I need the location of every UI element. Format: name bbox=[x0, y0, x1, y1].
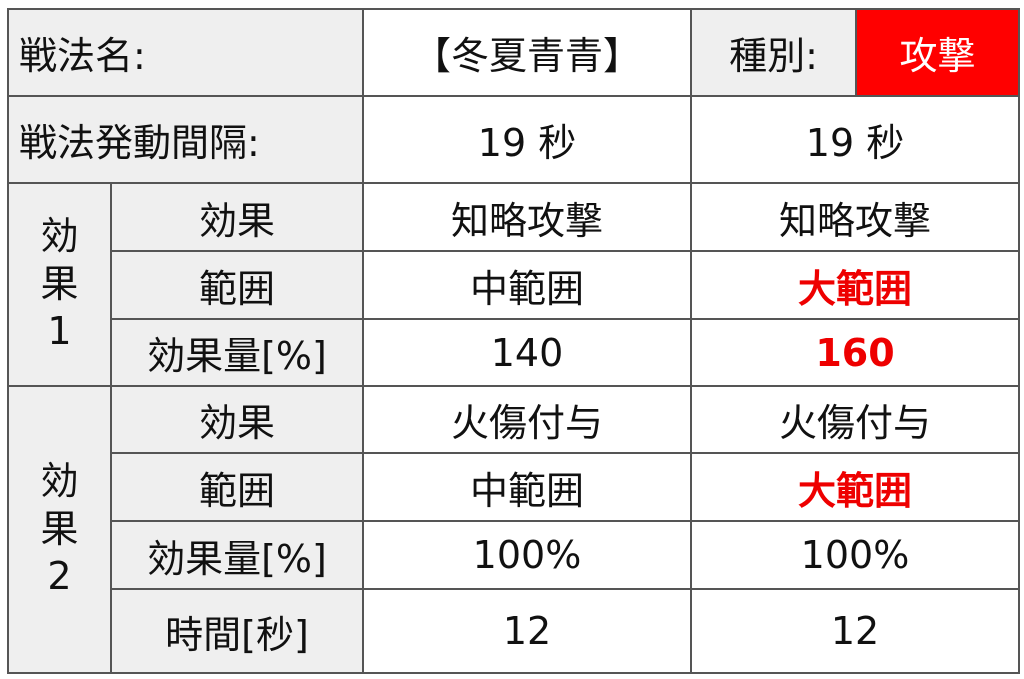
cell-value: 中範囲 bbox=[362, 452, 692, 522]
table-row: 戦法発動間隔: 19 秒 19 秒 bbox=[7, 95, 1020, 184]
row-label: 範囲 bbox=[110, 250, 364, 320]
table-row: 効果量[%] 100% 100% bbox=[8, 520, 1020, 590]
cell-value: 火傷付与 bbox=[690, 385, 1020, 454]
row-label: 効果量[%] bbox=[110, 318, 364, 387]
cell-value: 140 bbox=[362, 318, 692, 387]
group-char: 果 bbox=[40, 506, 79, 551]
cell-value: 12 bbox=[690, 588, 1020, 674]
group-char: 1 bbox=[47, 309, 72, 354]
cell-value: 100% bbox=[362, 520, 692, 590]
skill-name-label: 戦法名: bbox=[7, 8, 364, 97]
cell-value: 100% bbox=[690, 520, 1020, 590]
table-row: 時間[秒] 12 12 bbox=[8, 588, 1020, 674]
interval-label: 戦法発動間隔: bbox=[7, 95, 364, 184]
cell-value: 火傷付与 bbox=[362, 385, 692, 454]
row-label: 時間[秒] bbox=[110, 588, 364, 674]
interval-value: 19 秒 bbox=[362, 95, 692, 184]
table-row: 範囲 中範囲 大範囲 bbox=[8, 250, 1020, 320]
table-row: 効果量[%] 140 160 bbox=[8, 318, 1020, 387]
group-char: 果 bbox=[40, 261, 79, 306]
cell-value-highlight: 大範囲 bbox=[690, 250, 1020, 320]
cell-value-highlight: 大範囲 bbox=[690, 452, 1020, 522]
cell-value: 知略攻撃 bbox=[690, 182, 1020, 252]
row-label: 範囲 bbox=[110, 452, 364, 522]
row-label: 効果 bbox=[110, 385, 364, 454]
cell-value: 中範囲 bbox=[362, 250, 692, 320]
cell-value: 知略攻撃 bbox=[362, 182, 692, 252]
group-char: 2 bbox=[47, 554, 72, 599]
skill-name-value: 【冬夏青青】 bbox=[362, 8, 692, 97]
table-row: 範囲 中範囲 大範囲 bbox=[8, 452, 1020, 522]
group-char: 効 bbox=[40, 214, 79, 259]
table-row: 戦法名: 【冬夏青青】 種別: 攻撃 bbox=[7, 8, 1020, 97]
cell-value: 12 bbox=[362, 588, 692, 674]
row-label: 効果量[%] bbox=[110, 520, 364, 590]
cell-value-highlight: 160 bbox=[690, 318, 1020, 387]
type-value: 攻撃 bbox=[855, 8, 1020, 97]
interval-value: 19 秒 bbox=[690, 95, 1020, 184]
type-label: 種別: bbox=[690, 8, 857, 97]
row-label: 効果 bbox=[110, 182, 364, 252]
group-char: 効 bbox=[40, 459, 79, 504]
